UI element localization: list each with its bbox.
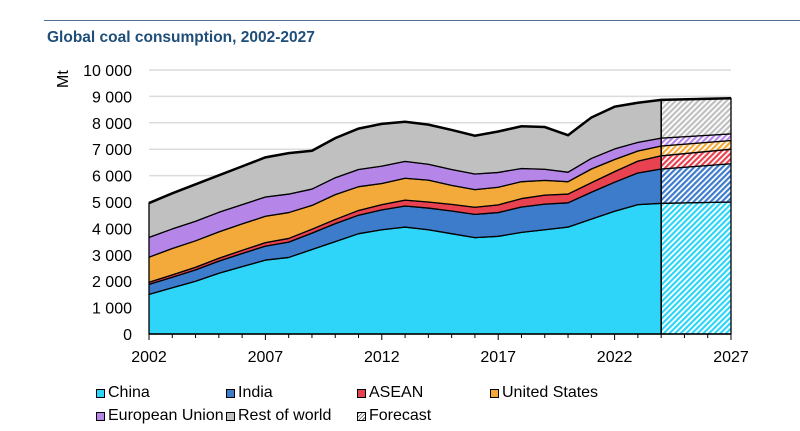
legend-label: European Union: [108, 407, 224, 424]
x-tick-label: 2027: [713, 349, 749, 366]
legend-china: China: [96, 383, 150, 403]
y-tick-label: 5 000: [92, 195, 132, 212]
y-tick-label: 2 000: [92, 274, 132, 291]
y-tick-label: 8 000: [92, 116, 132, 133]
y-tick-label: 7 000: [92, 142, 132, 159]
legend-rest-of-world: Rest of world: [226, 406, 331, 426]
legend-swatch-india: [226, 388, 235, 398]
legend-label: China: [108, 384, 150, 401]
x-tick-label: 2017: [480, 349, 516, 366]
forecast-area-india: [660, 163, 732, 204]
x-tick-label: 2002: [131, 349, 167, 366]
forecast-area-rest-of-world: [660, 97, 732, 139]
legend-swatch-asean: [357, 388, 366, 398]
chart-title: Global coal consumption, 2002-2027: [47, 29, 315, 46]
legend-label: United States: [502, 384, 599, 401]
legend-swatch-united-states: [490, 388, 499, 398]
legend-united-states: United States: [490, 383, 598, 403]
y-axis-label: Mt: [55, 70, 72, 88]
legend-label: Rest of world: [238, 407, 332, 424]
legend-forecast: Forecast: [357, 406, 431, 426]
x-tick-label: 2022: [597, 349, 633, 366]
y-tick-label: 0: [123, 327, 132, 344]
legend-label: Forecast: [369, 407, 432, 424]
y-tick-label: 10 000: [83, 63, 132, 80]
legend-swatch-forecast: [357, 411, 366, 421]
x-tick-label: 2007: [248, 349, 284, 366]
legend-label: India: [238, 384, 273, 401]
y-tick-label: 3 000: [92, 248, 132, 265]
legend-swatch-european-union: [96, 411, 105, 421]
legend-swatch-rest-of-world: [226, 411, 235, 421]
total-outline: [148, 96, 732, 205]
y-tick-label: 1 000: [92, 301, 132, 318]
y-tick-label: 4 000: [92, 221, 132, 238]
legend-european-union: European Union: [96, 406, 224, 426]
y-tick-label: 6 000: [92, 169, 132, 186]
legend-asean: ASEAN: [357, 383, 423, 403]
x-tick-label: 2012: [364, 349, 400, 366]
forecast-area-china: [660, 201, 732, 335]
title-rule: [44, 20, 800, 21]
legend-swatch-china: [96, 388, 105, 398]
legend-india: India: [226, 383, 273, 403]
y-tick-label: 9 000: [92, 89, 132, 106]
legend-label: ASEAN: [369, 384, 424, 401]
